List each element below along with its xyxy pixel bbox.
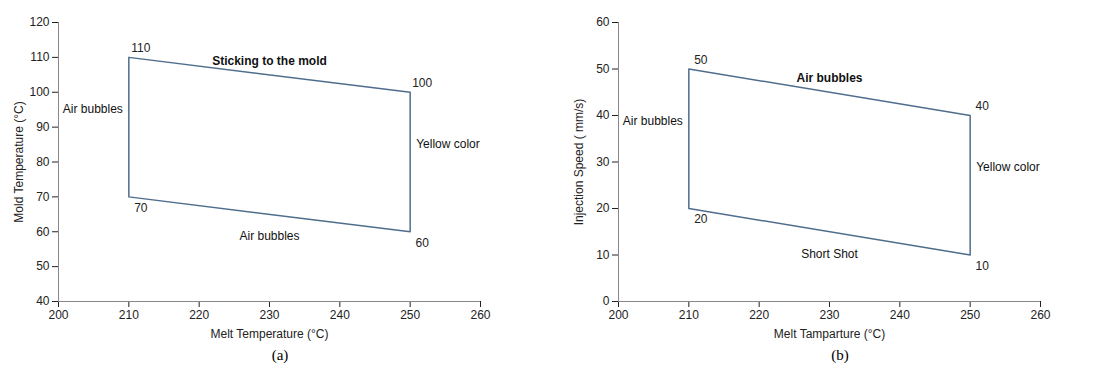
svg-text:60: 60 xyxy=(415,236,429,250)
svg-text:60: 60 xyxy=(36,225,50,239)
svg-text:30: 30 xyxy=(596,155,610,169)
svg-text:Mold Temperature (°C): Mold Temperature (°C) xyxy=(12,101,26,222)
svg-text:40: 40 xyxy=(36,294,50,308)
svg-text:230: 230 xyxy=(819,308,839,322)
svg-text:60: 60 xyxy=(596,15,610,29)
svg-text:Melt Temperature (°C): Melt Temperature (°C) xyxy=(211,327,329,341)
svg-text:20: 20 xyxy=(596,201,610,215)
svg-text:70: 70 xyxy=(36,190,50,204)
html-text:(a): (a) xyxy=(271,347,289,363)
svg-text:40: 40 xyxy=(975,99,989,113)
svg-text:240: 240 xyxy=(890,308,910,322)
svg-text:10: 10 xyxy=(975,259,989,273)
svg-text:Sticking to the mold: Sticking to the mold xyxy=(212,54,327,68)
svg-text:80: 80 xyxy=(36,155,50,169)
svg-text:240: 240 xyxy=(330,308,350,322)
svg-text:20: 20 xyxy=(694,212,708,226)
svg-text:Air bubbles: Air bubbles xyxy=(63,102,123,116)
svg-text:100: 100 xyxy=(29,85,49,99)
svg-text:250: 250 xyxy=(960,308,980,322)
svg-text:220: 220 xyxy=(749,308,769,322)
svg-text:Yellow color: Yellow color xyxy=(976,160,1040,174)
svg-text:250: 250 xyxy=(400,308,420,322)
svg-text:100: 100 xyxy=(412,76,432,90)
svg-text:110: 110 xyxy=(30,50,49,64)
svg-text:120: 120 xyxy=(29,15,49,29)
svg-text:210: 210 xyxy=(679,308,699,322)
svg-text:Yellow color: Yellow color xyxy=(416,137,480,151)
svg-text:Air bubbles: Air bubbles xyxy=(623,114,683,128)
svg-text:230: 230 xyxy=(259,308,279,322)
svg-text:Air bubbles: Air bubbles xyxy=(796,71,862,85)
svg-text:90: 90 xyxy=(36,120,50,134)
svg-text:260: 260 xyxy=(1030,308,1050,322)
svg-text:Injection Speed ( mm/s): Injection Speed ( mm/s) xyxy=(572,99,586,226)
svg-text:220: 220 xyxy=(189,308,209,322)
svg-text:Short Shot: Short Shot xyxy=(801,247,858,261)
svg-text:50: 50 xyxy=(694,53,708,67)
svg-text:110: 110 xyxy=(131,41,150,55)
svg-text:50: 50 xyxy=(36,259,50,273)
svg-text:70: 70 xyxy=(134,201,148,215)
svg-text:50: 50 xyxy=(596,62,610,76)
svg-text:40: 40 xyxy=(596,108,610,122)
html-text:(b): (b) xyxy=(831,347,849,363)
svg-text:200: 200 xyxy=(48,308,68,322)
svg-text:200: 200 xyxy=(608,308,628,322)
svg-text:10: 10 xyxy=(596,248,610,262)
svg-text:210: 210 xyxy=(119,308,139,322)
svg-text:260: 260 xyxy=(470,308,490,322)
svg-text:0: 0 xyxy=(603,294,610,308)
svg-text:Melt Tamparture (°C): Melt Tamparture (°C) xyxy=(774,327,885,341)
svg-text:Air bubbles: Air bubbles xyxy=(239,229,299,243)
